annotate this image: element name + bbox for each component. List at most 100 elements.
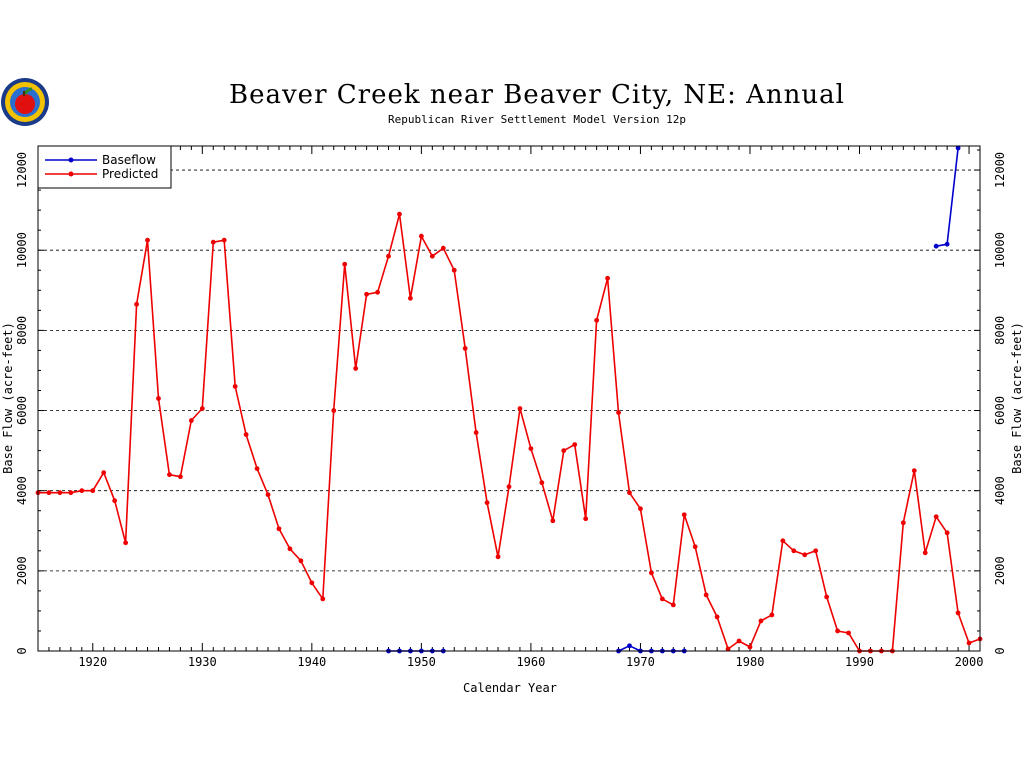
plot-frame [37,145,981,652]
point-predicted [824,594,830,600]
y-axis-label-right: Base Flow (acre-feet) [1010,322,1024,474]
x-tick-label: 1990 [845,655,874,669]
point-predicted [177,474,183,480]
point-predicted [670,602,676,608]
point-predicted [473,430,479,435]
point-predicted [451,267,457,273]
chart-subtitle: Republican River Settlement Model Versio… [388,113,686,126]
y-tick-label-left: 0 [15,647,29,654]
x-tick-label: 1940 [297,655,326,669]
point-predicted [813,548,819,554]
axis-ticks [37,146,981,652]
point-predicted [506,484,512,490]
point-predicted [703,592,709,598]
line-baseflow [936,147,959,247]
point-predicted [408,295,413,301]
point-predicted [134,301,139,307]
point-predicted [933,514,939,520]
point-predicted [966,640,972,646]
point-predicted [484,500,490,506]
legend-marker-baseflow [68,157,74,163]
data-series [35,145,983,654]
x-axis-label: Calendar Year [463,681,557,695]
point-predicted [397,211,402,217]
point-predicted [287,546,293,552]
point-predicted [955,610,961,616]
point-predicted [627,490,632,496]
point-predicted [605,275,610,281]
y-tick-label-right: 0 [993,647,1007,654]
point-predicted [68,490,74,496]
point-predicted [123,540,129,546]
legend-box [37,145,172,189]
x-tick-label: 1960 [516,655,545,669]
point-predicted [342,261,348,267]
point-predicted [276,526,282,532]
point-predicted [944,530,950,536]
point-predicted [769,612,775,618]
point-predicted [911,468,917,474]
point-predicted [922,550,928,556]
point-baseflow [627,643,632,649]
point-predicted [386,253,391,259]
point-baseflow [955,145,961,151]
y-tick-label-right: 6000 [993,396,1007,425]
y-axis-label-left: Base Flow (acre-feet) [1,322,15,474]
point-predicted [418,233,424,239]
point-predicted [648,570,654,576]
y-tick-label-right: 2000 [993,556,1007,585]
point-predicted [331,408,337,413]
point-predicted [692,544,698,550]
gridlines [38,169,980,572]
point-baseflow [933,243,939,249]
point-predicted [188,418,194,423]
y-tick-label-left: 4000 [15,476,29,505]
point-predicted [440,245,446,251]
y-tick-label-right: 10000 [993,232,1007,268]
point-predicted [353,366,359,371]
tick-labels: 0 0 2000 2000 4000 4000 6000 6000 8000 8000 10000 1… [15,152,1007,669]
point-predicted [79,488,85,494]
legend-label-baseflow: Baseflow [102,153,156,167]
point-predicted [199,406,205,411]
point-predicted [802,552,808,558]
y-tick-label-right: 8000 [993,316,1007,345]
point-predicted [375,289,380,295]
point-predicted [112,498,118,504]
point-predicted [145,237,150,243]
point-predicted [298,558,304,564]
legend-label-predicted: Predicted [102,167,158,181]
point-predicted [90,488,96,494]
point-predicted [780,538,786,544]
x-tick-label: 1950 [407,655,436,669]
point-predicted [243,432,249,437]
line-predicted [38,213,981,652]
point-predicted [659,596,665,602]
point-predicted [681,512,687,518]
point-predicted [900,520,906,526]
point-predicted [46,490,52,496]
point-predicted [539,480,545,486]
point-predicted [57,490,63,496]
point-predicted [232,384,238,389]
legend-marker-predicted [68,171,74,177]
y-tick-label-left: 12000 [15,152,29,188]
point-predicted [156,396,161,401]
point-predicted [101,470,107,476]
point-predicted [528,446,534,451]
x-tick-label: 1920 [78,655,107,669]
point-predicted [254,466,260,472]
y-tick-label-left: 8000 [15,316,29,345]
point-predicted [638,506,643,512]
point-predicted [309,580,315,586]
point-predicted [736,638,742,644]
point-predicted [747,644,753,650]
point-predicted [265,492,271,498]
point-baseflow [944,241,950,247]
x-tick-label: 1930 [188,655,217,669]
point-predicted [364,291,370,297]
point-predicted [462,346,468,351]
point-predicted [495,554,501,560]
point-predicted [167,472,172,478]
